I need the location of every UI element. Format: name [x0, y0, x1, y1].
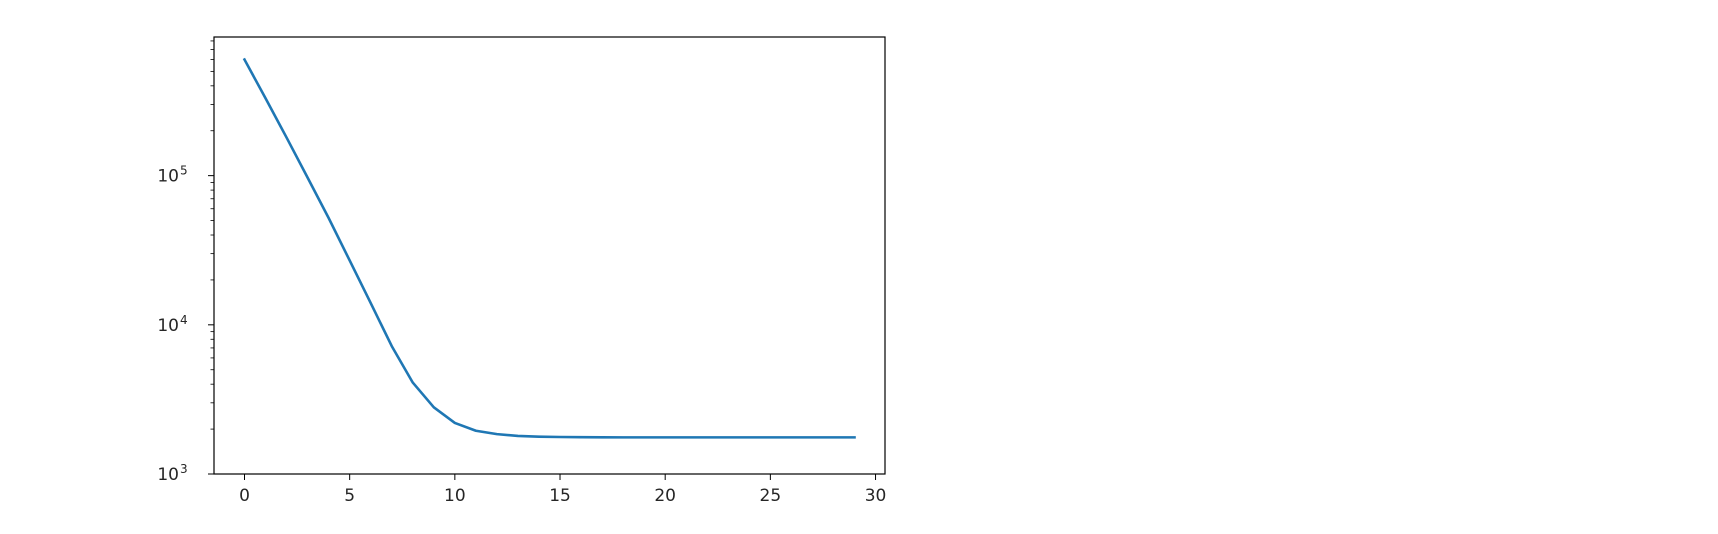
x-tick-label: 25: [760, 486, 782, 506]
x-tick-label: 10: [444, 486, 466, 506]
series-layer: [242, 57, 856, 439]
plot-frame: [213, 36, 886, 475]
x-tick-label: 30: [865, 486, 887, 506]
axis-major-ticks: [208, 175, 877, 480]
x-tick-label: 20: [654, 486, 676, 506]
y-tick-exponent: 4: [180, 313, 188, 327]
series-line-0: [242, 57, 856, 439]
x-tick-label: 0: [239, 486, 250, 506]
y-tick-label: 10: [157, 167, 179, 187]
y-tick-label: 10: [157, 316, 179, 336]
x-tick-label: 15: [549, 486, 571, 506]
y-tick-exponent: 5: [180, 164, 188, 178]
y-tick-exponent: 3: [180, 462, 188, 476]
x-tick-label: 5: [344, 486, 355, 506]
y-tick-label: 10: [157, 465, 179, 485]
